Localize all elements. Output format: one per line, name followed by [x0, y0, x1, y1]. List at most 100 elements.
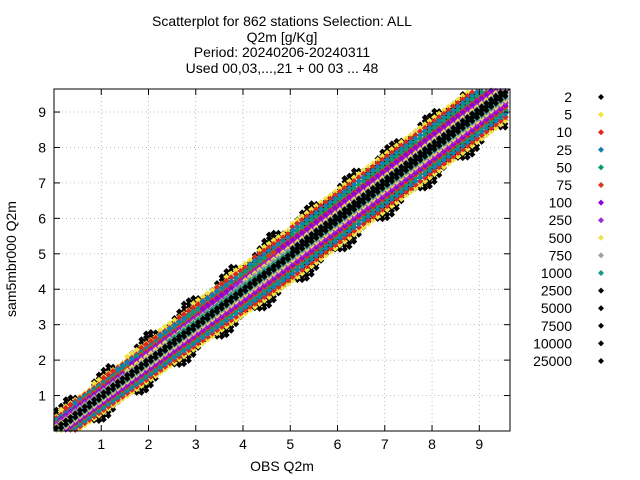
data-point: [138, 385, 145, 393]
data-point: [275, 229, 282, 237]
data-point: [237, 313, 244, 320]
data-point: [261, 243, 268, 251]
data-point: [294, 273, 301, 281]
data-point: [341, 245, 348, 253]
data-point: [350, 231, 358, 238]
data-point: [383, 214, 391, 222]
data-point: [379, 148, 386, 155]
data-point: [303, 266, 311, 273]
data-point: [232, 320, 240, 328]
data-point: [180, 357, 188, 364]
data-point: [350, 238, 358, 245]
data-point: [308, 271, 315, 278]
data-point: [67, 394, 74, 401]
data-point: [426, 179, 433, 187]
data-point: [261, 305, 268, 312]
data-point: [128, 350, 136, 357]
data-point: [336, 185, 344, 192]
data-point: [194, 297, 202, 304]
data-point: [388, 211, 396, 218]
data-point: [355, 167, 362, 174]
data-point: [346, 177, 353, 185]
data-point: [190, 294, 197, 302]
data-point: [289, 220, 296, 227]
data-point: [317, 199, 325, 206]
data-point: [228, 263, 235, 270]
data-point: [284, 227, 292, 234]
data-point: [350, 171, 358, 178]
data-point: [298, 209, 306, 216]
data-point: [393, 137, 400, 145]
data-point: [417, 121, 424, 128]
data-point: [53, 406, 60, 414]
data-point: [95, 371, 103, 378]
data-point: [57, 406, 65, 413]
data-point: [431, 107, 438, 115]
data-point: [133, 343, 140, 350]
data-point: [336, 241, 344, 249]
data-point: [426, 183, 433, 190]
data-point: [228, 327, 235, 334]
data-point: [228, 270, 235, 277]
data-point: [242, 260, 249, 267]
data-point: [138, 339, 145, 347]
data-point: [171, 316, 178, 324]
data-point: [242, 310, 249, 317]
data-point: [289, 277, 296, 284]
data-point: [298, 270, 306, 277]
data-point: [426, 112, 433, 119]
data-point: [313, 259, 320, 266]
data-point: [105, 362, 112, 370]
data-point: [369, 216, 377, 224]
data-point: [355, 170, 362, 178]
data-point: [317, 255, 325, 263]
data-point: [308, 206, 315, 213]
data-point: [313, 264, 320, 272]
data-point: [275, 234, 282, 241]
data-point: [100, 416, 107, 423]
data-point: [265, 234, 273, 242]
data-point: [147, 332, 155, 339]
data-point: [431, 178, 438, 186]
data-point: [251, 303, 259, 311]
data-point: [157, 326, 164, 334]
data-point: [199, 293, 207, 301]
data-point: [256, 247, 263, 254]
data-point: [265, 240, 273, 247]
data-point: [502, 124, 509, 131]
data-point: [270, 233, 277, 240]
data-point: [459, 154, 466, 162]
data-point: [468, 151, 476, 158]
data-point: [53, 410, 60, 417]
data-point: [383, 143, 391, 151]
data-point: [190, 351, 197, 359]
data-point: [246, 257, 254, 264]
data-point: [383, 211, 391, 218]
data-point: [223, 331, 230, 339]
data-point: [180, 360, 188, 368]
data-point: [237, 263, 244, 271]
data-point: [417, 185, 424, 192]
data-point: [346, 234, 353, 242]
data-point: [298, 213, 306, 220]
data-point: [379, 215, 386, 223]
data-point: [388, 207, 396, 215]
data-point: [190, 300, 197, 307]
data-point: [265, 298, 273, 306]
data-point: [313, 202, 320, 210]
data-point: [270, 290, 277, 297]
data-point: [331, 188, 339, 195]
data-point: [133, 346, 140, 354]
data-point: [355, 227, 362, 234]
data-point: [213, 333, 221, 340]
data-point: [303, 209, 311, 217]
data-point: [355, 231, 362, 238]
data-point: [228, 267, 235, 274]
data-point: [279, 230, 287, 238]
data-point: [327, 192, 334, 199]
data-point: [261, 301, 268, 308]
data-point: [346, 243, 353, 250]
data-point: [218, 329, 225, 337]
data-point: [100, 366, 107, 374]
